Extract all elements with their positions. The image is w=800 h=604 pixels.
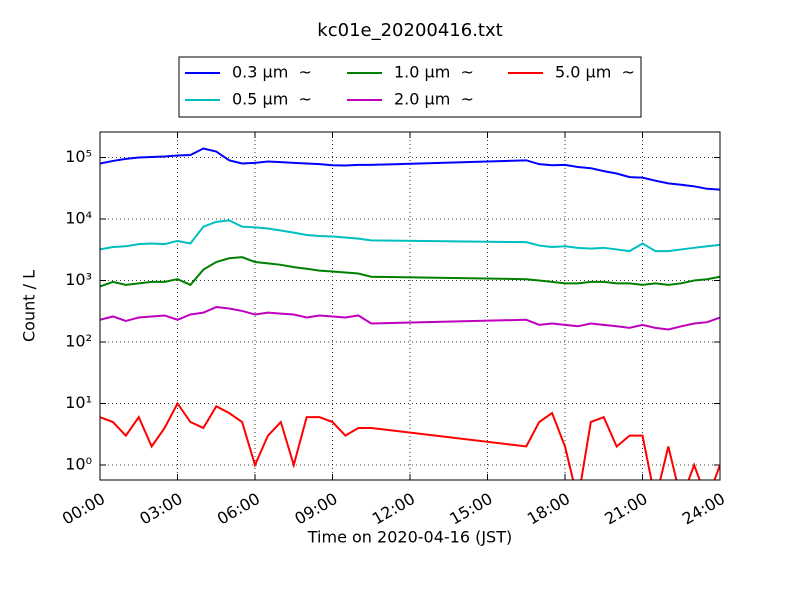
y-tick-label: 10³ (65, 270, 92, 289)
y-tick-label: 10⁴ (65, 209, 92, 228)
series-line (100, 401, 720, 480)
chart-title: kc01e_20200416.txt (317, 20, 502, 41)
legend-label: 1.0 μm ~ (394, 63, 474, 82)
plot-lines (100, 147, 720, 480)
y-tick-label: 10⁵ (65, 147, 92, 166)
y-axis-label: Count / L (20, 270, 39, 342)
series-line (100, 256, 720, 288)
plot-frame (99, 131, 721, 481)
legend-box (178, 56, 642, 118)
series-line (100, 219, 720, 253)
y-tick-label: 10⁰ (65, 454, 92, 473)
legend-label: 2.0 μm ~ (394, 90, 474, 109)
legend-label: 0.5 μm ~ (232, 90, 312, 109)
series-line (100, 147, 720, 191)
y-tick-label: 10¹ (65, 393, 92, 412)
legend-label: 0.3 μm ~ (232, 63, 312, 82)
x-axis-label: Time on 2020-04-16 (JST) (307, 528, 512, 547)
series-line (100, 306, 720, 331)
y-tick-label: 10² (65, 332, 92, 351)
legend-label: 5.0 μm ~ (555, 63, 635, 82)
